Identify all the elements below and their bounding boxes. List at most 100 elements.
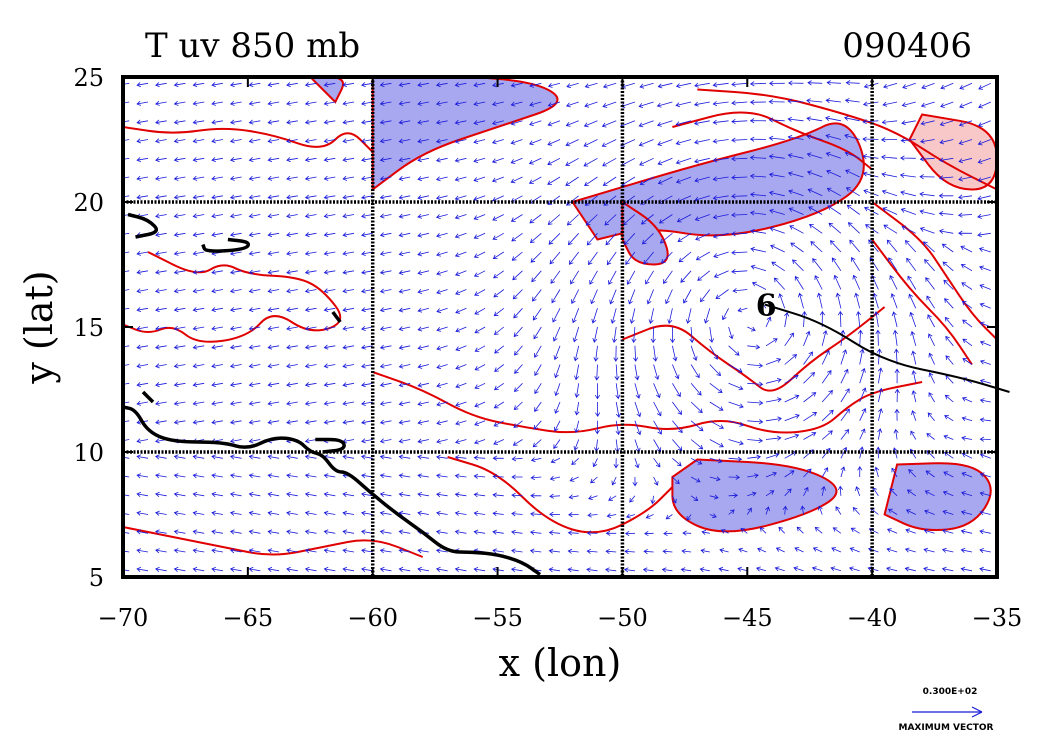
wind-vector [248,363,261,369]
wind-vector [436,289,448,295]
wind-vector [493,326,505,335]
wind-vector [900,207,916,215]
wind-vector [825,133,842,140]
wind-vector [173,400,186,406]
wind-vector [958,176,973,182]
wind-vector [624,530,635,537]
wind-vector [728,439,744,446]
wind-vector [941,566,954,572]
wind-vector [926,433,935,440]
wind-vector [552,308,561,323]
temperature-contour [672,111,873,171]
wind-vector [806,152,823,159]
wind-vector [192,491,205,497]
wind-vector [435,566,448,572]
wind-vector [361,326,373,331]
wind-vector [492,548,504,554]
wind-vector [765,358,782,365]
wind-vector [474,307,486,315]
wind-vector [961,282,973,290]
wind-vector [494,345,505,354]
wind-vector [746,507,752,515]
wind-vector [510,176,523,184]
wind-vector [510,120,523,126]
wind-vector [893,428,899,440]
wind-vector [379,491,392,497]
wind-vector [398,363,411,369]
wind-vector [650,495,656,505]
wind-vector [811,566,823,572]
wind-vector [323,232,336,238]
wind-vector [211,566,223,572]
wind-vector [342,175,355,181]
temperature-contour [372,371,923,434]
wind-vector [672,420,683,434]
wind-vector [923,547,935,553]
wind-vector [454,138,467,144]
wind-vector [925,470,935,478]
wind-vector [602,157,617,167]
wind-vector [680,567,692,573]
wind-vector [840,349,848,365]
wind-vector [379,529,392,535]
wind-vector [675,120,692,127]
wind-vector [211,548,223,554]
wind-vector [938,193,954,199]
wind-vector [267,288,280,294]
wind-vector [747,454,762,460]
wind-vector [623,567,635,573]
wind-vector [267,232,280,238]
wind-vector [136,307,149,313]
wind-vector [962,319,973,328]
wind-vector [304,382,317,388]
wind-vector [653,401,662,417]
wind-vector [883,224,898,234]
wind-vector [436,251,448,257]
wind-vector [758,298,767,309]
wind-vector [889,488,898,497]
wind-vector [229,250,242,256]
wind-vector [675,139,692,146]
wind-vector [173,363,186,369]
wind-vector [634,364,640,381]
wind-vector [267,213,280,219]
wind-vector [712,232,729,239]
wind-vector [211,194,223,200]
wind-vector [342,400,355,406]
coastline [127,212,159,239]
wind-vector [473,139,486,144]
wind-vector [845,187,860,197]
wind-vector [750,228,767,234]
wind-vector [720,529,729,534]
wind-vector [248,232,261,238]
wind-vector [248,82,261,88]
wind-vector [585,214,598,226]
wind-vector [749,210,767,216]
wind-vector [136,325,149,331]
wind-vector [192,213,205,219]
wind-vector [267,491,280,497]
wind-vector [908,293,917,309]
wind-vector [229,175,242,181]
wind-vector [977,157,991,164]
wind-vector [473,529,486,535]
wind-vector [211,269,223,275]
wind-vector [136,138,149,144]
wind-vector [531,270,542,283]
x-tick-label: −60 [347,604,398,632]
wind-vector [728,382,744,391]
wind-vector [979,510,991,516]
wind-vector [323,269,336,275]
wind-vector [192,419,205,425]
wind-vector [586,530,598,536]
wind-vector [248,307,261,313]
wind-vector [554,401,561,414]
wind-vector [910,330,917,346]
wind-vector [626,270,636,285]
wind-vector [342,491,355,497]
wind-vector [835,506,842,515]
wind-vector [567,567,579,573]
wind-vector [837,310,844,328]
wind-vector [267,400,280,406]
wind-vector [398,288,411,294]
